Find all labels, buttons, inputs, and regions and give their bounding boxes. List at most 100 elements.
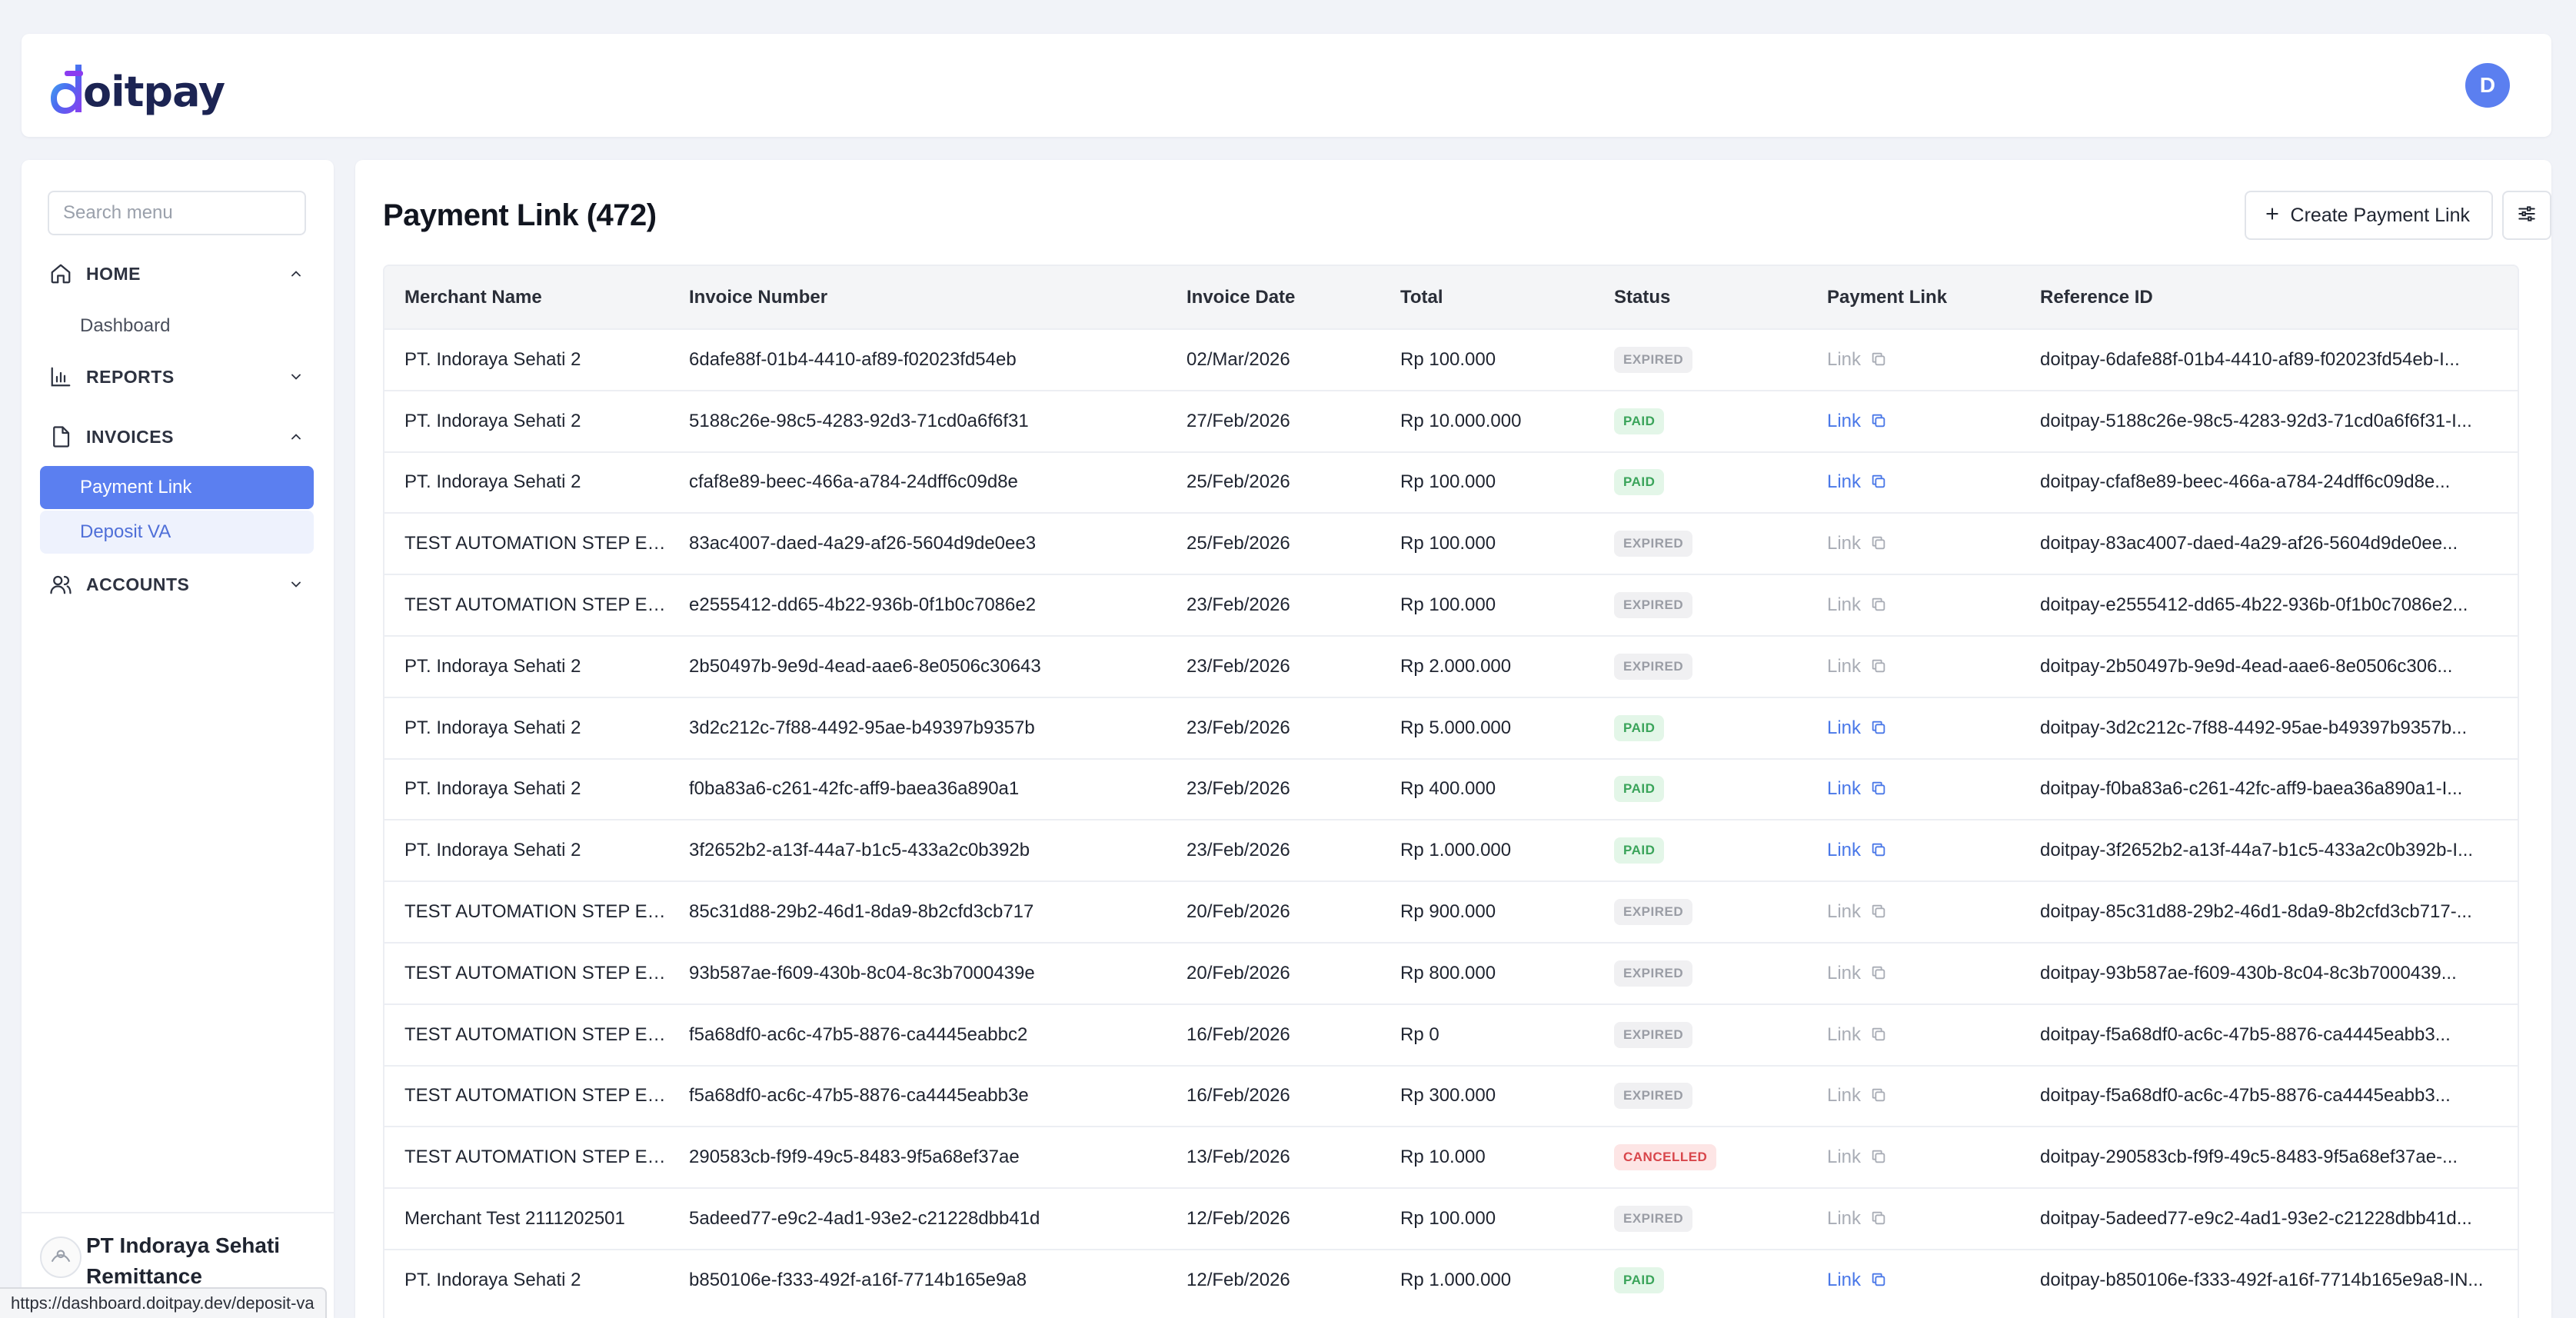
cell-status: EXPIRED — [1594, 941, 1807, 1004]
nav-section-reports[interactable]: REPORTS — [48, 354, 306, 400]
cell-invoice-date: 25/Feb/2026 — [1167, 512, 1380, 575]
payment-link: Link — [1827, 1147, 1862, 1168]
copy-icon[interactable] — [1870, 719, 1889, 737]
table-row[interactable]: PT. Indoraya Sehati 2 2b50497b-9e9d-4ead-… — [384, 634, 2518, 697]
cell-reference-id: doitpay-f0ba83a6-c261-42fc-aff9-baea36a8… — [2020, 757, 2518, 820]
cell-invoice-number: 5adeed77-e9c2-4ad1-93e2-c21228dbb41d — [669, 1187, 1167, 1250]
sidebar-item-payment-link[interactable]: Payment Link — [40, 466, 314, 509]
table-row[interactable]: PT. Indoraya Sehati 2 f0ba83a6-c261-42fc-… — [384, 757, 2518, 820]
create-payment-link-button[interactable]: Create Payment Link — [2244, 191, 2493, 240]
cell-reference-id: doitpay-5adeed77-e9c2-4ad1-93e2-c21228db… — [2020, 1187, 2518, 1250]
nav-section-accounts[interactable]: ACCOUNTS — [48, 561, 306, 607]
cell-invoice-number: 93b587ae-f609-430b-8c04-8c3b7000439e — [669, 941, 1167, 1004]
cell-status: EXPIRED — [1594, 512, 1807, 575]
cell-total: Rp 5.000.000 — [1380, 696, 1594, 759]
copy-icon[interactable] — [1870, 903, 1889, 921]
table-row[interactable]: PT. Indoraya Sehati 2 3f2652b2-a13f-44a7-… — [384, 819, 2518, 882]
merchant-footer[interactable]: PT Indoraya Sehati Remittance — [22, 1212, 334, 1318]
payment-link: Link — [1827, 1208, 1862, 1230]
sidebar-item-label: Dashboard — [80, 315, 171, 336]
cell-reference-id: doitpay-2b50497b-9e9d-4ead-aae6-8e0506c3… — [2020, 634, 2518, 697]
cell-invoice-number: 3f2652b2-a13f-44a7-b1c5-433a2c0b392b — [669, 819, 1167, 882]
cell-invoice-date: 13/Feb/2026 — [1167, 1126, 1380, 1189]
table-row[interactable]: TEST AUTOMATION STEP EDI... 93b587ae-f609… — [384, 941, 2518, 1004]
payment-link[interactable]: Link — [1827, 840, 1862, 861]
payment-link[interactable]: Link — [1827, 778, 1862, 800]
cell-payment-link: Link — [1807, 941, 2020, 1004]
copy-icon[interactable] — [1870, 841, 1889, 860]
column-header-reference-id[interactable]: Reference ID — [2040, 286, 2153, 308]
copy-icon[interactable] — [1870, 351, 1889, 369]
cell-payment-link: Link — [1807, 1187, 2020, 1250]
cell-invoice-date: 23/Feb/2026 — [1167, 757, 1380, 820]
sidebar-item-dashboard[interactable]: Dashboard — [40, 305, 314, 348]
logo-text: oitpay — [83, 68, 225, 116]
nav-section-home[interactable]: HOME — [48, 251, 306, 297]
column-header-payment-link[interactable]: Payment Link — [1827, 286, 1948, 308]
status-badge: EXPIRED — [1614, 1083, 1693, 1110]
payment-link: Link — [1827, 962, 1862, 984]
doitpay-logo[interactable]: oitpay — [49, 57, 225, 115]
sidebar-item-deposit-va[interactable]: Deposit VA — [40, 511, 314, 554]
cell-payment-link: Link — [1807, 512, 2020, 575]
cell-reference-id: doitpay-f5a68df0-ac6c-47b5-8876-ca4445ea… — [2020, 1003, 2518, 1066]
copy-icon[interactable] — [1870, 1087, 1889, 1105]
cell-reference-id: doitpay-5188c26e-98c5-4283-92d3-71cd0a6f… — [2020, 389, 2518, 452]
table-row[interactable]: TEST AUTOMATION STEP EDI... f5a68df0-ac6c… — [384, 1003, 2518, 1066]
copy-icon[interactable] — [1870, 964, 1889, 983]
cell-reference-id: doitpay-cfaf8e89-beec-466a-a784-24dff6c0… — [2020, 451, 2518, 514]
cell-invoice-date: 02/Mar/2026 — [1167, 328, 1380, 391]
payment-link[interactable]: Link — [1827, 717, 1862, 738]
copy-icon[interactable] — [1870, 534, 1889, 553]
table-row[interactable]: PT. Indoraya Sehati 2 3d2c212c-7f88-4492-… — [384, 696, 2518, 759]
nav-section-invoices[interactable]: INVOICES — [48, 414, 306, 460]
status-badge: PAID — [1614, 776, 1665, 803]
copy-icon[interactable] — [1870, 1026, 1889, 1044]
copy-icon[interactable] — [1870, 780, 1889, 798]
user-avatar[interactable]: D — [2465, 63, 2510, 108]
copy-icon[interactable] — [1870, 473, 1889, 491]
cell-payment-link: Link — [1807, 328, 2020, 391]
column-header-status[interactable]: Status — [1614, 286, 1671, 308]
cell-invoice-date: 20/Feb/2026 — [1167, 941, 1380, 1004]
copy-icon[interactable] — [1870, 596, 1889, 614]
payment-link: Link — [1827, 594, 1862, 616]
copy-icon[interactable] — [1870, 412, 1889, 431]
cell-payment-link: Link — [1807, 389, 2020, 452]
payment-link: Link — [1827, 901, 1862, 923]
table-row[interactable]: PT. Indoraya Sehati 2 6dafe88f-01b4-4410-… — [384, 328, 2518, 391]
cell-invoice-date: 12/Feb/2026 — [1167, 1187, 1380, 1250]
payment-link[interactable]: Link — [1827, 471, 1862, 493]
search-menu-input[interactable] — [48, 191, 306, 235]
cell-status: PAID — [1594, 389, 1807, 452]
copy-icon[interactable] — [1870, 657, 1889, 676]
table-row[interactable]: TEST AUTOMATION STEP EDI... e2555412-dd65… — [384, 574, 2518, 636]
cell-merchant-name: PT. Indoraya Sehati 2 — [384, 328, 669, 391]
table-row[interactable]: PT. Indoraya Sehati 2 b850106e-f333-492f-… — [384, 1248, 2518, 1311]
table-row[interactable]: TEST AUTOMATION STEP EDI... f5a68df0-ac6c… — [384, 1064, 2518, 1127]
payment-link-table: Merchant Name Invoice Number Invoice Dat… — [383, 265, 2519, 1318]
payment-link[interactable]: Link — [1827, 410, 1862, 431]
cell-invoice-number: 85c31d88-29b2-46d1-8da9-8b2cfd3cb717 — [669, 880, 1167, 943]
filter-settings-button[interactable] — [2502, 191, 2551, 240]
table-row[interactable]: TEST AUTOMATION STEP EDI... 290583cb-f9f9… — [384, 1126, 2518, 1189]
table-row[interactable]: TEST AUTOMATION STEP EDI... 85c31d88-29b2… — [384, 880, 2518, 943]
table-row[interactable]: TEST AUTOMATION STEP EDI... 83ac4007-daed… — [384, 512, 2518, 575]
table-row[interactable]: PT. Indoraya Sehati 2 cfaf8e89-beec-466a-… — [384, 451, 2518, 514]
cell-total: Rp 100.000 — [1380, 1187, 1594, 1250]
status-badge: EXPIRED — [1614, 1021, 1693, 1048]
table-row[interactable]: PT. Indoraya Sehati 2 5188c26e-98c5-4283-… — [384, 389, 2518, 452]
column-header-invoice-number[interactable]: Invoice Number — [689, 286, 828, 308]
copy-icon[interactable] — [1870, 1271, 1889, 1290]
status-badge: PAID — [1614, 714, 1665, 741]
column-header-merchant-name[interactable]: Merchant Name — [404, 286, 542, 308]
payment-link[interactable]: Link — [1827, 1270, 1862, 1291]
copy-icon[interactable] — [1870, 1210, 1889, 1228]
copy-icon[interactable] — [1870, 1148, 1889, 1167]
column-header-invoice-date[interactable]: Invoice Date — [1186, 286, 1296, 308]
cell-payment-link: Link — [1807, 819, 2020, 882]
column-header-total[interactable]: Total — [1400, 286, 1443, 308]
page-title: Payment Link (472) — [383, 198, 657, 232]
table-row[interactable]: Merchant Test 2111202501 5adeed77-e9c2-4a… — [384, 1187, 2518, 1250]
cell-status: EXPIRED — [1594, 574, 1807, 636]
